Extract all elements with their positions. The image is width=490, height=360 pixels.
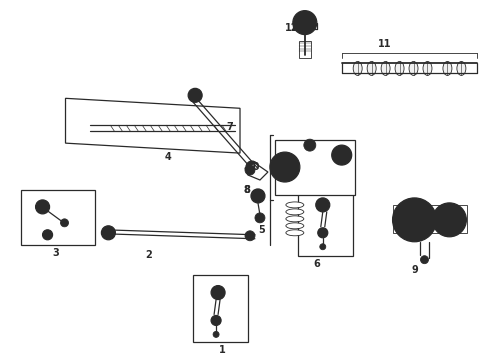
Circle shape [36, 200, 49, 214]
Ellipse shape [443, 62, 452, 75]
Circle shape [407, 212, 422, 228]
Circle shape [101, 226, 115, 240]
Ellipse shape [286, 223, 304, 229]
Ellipse shape [286, 216, 304, 222]
Circle shape [251, 189, 265, 203]
Ellipse shape [395, 62, 404, 75]
Circle shape [298, 15, 312, 30]
Text: 8: 8 [244, 185, 250, 195]
Text: 9: 9 [411, 265, 418, 275]
Polygon shape [245, 163, 268, 180]
Circle shape [214, 289, 222, 297]
Circle shape [246, 161, 258, 173]
Circle shape [39, 203, 47, 211]
Text: 10: 10 [246, 162, 260, 172]
Text: 4: 4 [165, 152, 172, 162]
Circle shape [43, 230, 52, 240]
Text: 6: 6 [314, 259, 320, 269]
Circle shape [254, 192, 262, 200]
Circle shape [319, 201, 327, 209]
Text: 12: 12 [285, 23, 298, 33]
Text: 8: 8 [244, 185, 250, 195]
Circle shape [332, 145, 352, 165]
Circle shape [304, 139, 316, 151]
Text: 1: 1 [219, 345, 225, 355]
Circle shape [439, 209, 461, 231]
Ellipse shape [286, 230, 304, 236]
Circle shape [270, 152, 300, 182]
Circle shape [399, 205, 429, 235]
Circle shape [318, 228, 328, 238]
Bar [193, 275, 248, 342]
Circle shape [211, 315, 221, 325]
Ellipse shape [409, 62, 418, 75]
Bar [275, 140, 355, 195]
Polygon shape [66, 98, 240, 153]
Ellipse shape [457, 62, 466, 75]
Circle shape [245, 231, 255, 241]
Text: 5: 5 [259, 225, 265, 235]
Circle shape [276, 158, 294, 176]
Circle shape [293, 11, 317, 35]
Circle shape [188, 88, 202, 102]
Ellipse shape [286, 209, 304, 215]
Circle shape [213, 332, 219, 337]
Circle shape [61, 219, 69, 227]
Circle shape [211, 285, 225, 300]
Bar [299, 41, 311, 58]
Text: 3: 3 [52, 248, 59, 258]
Circle shape [255, 213, 265, 223]
Ellipse shape [381, 62, 390, 75]
Circle shape [336, 149, 348, 161]
Ellipse shape [423, 62, 432, 75]
Circle shape [420, 256, 428, 264]
Ellipse shape [367, 62, 376, 75]
Circle shape [191, 91, 199, 99]
Circle shape [316, 198, 330, 212]
Circle shape [392, 198, 437, 242]
Circle shape [433, 203, 466, 237]
Ellipse shape [353, 62, 362, 75]
Text: 2: 2 [145, 250, 151, 260]
Bar [298, 188, 353, 256]
Text: 11: 11 [378, 39, 392, 49]
Bar [392, 205, 467, 233]
Bar [21, 190, 96, 245]
Circle shape [320, 244, 326, 250]
Ellipse shape [286, 202, 304, 208]
Text: 7: 7 [227, 122, 233, 132]
Circle shape [245, 165, 255, 175]
